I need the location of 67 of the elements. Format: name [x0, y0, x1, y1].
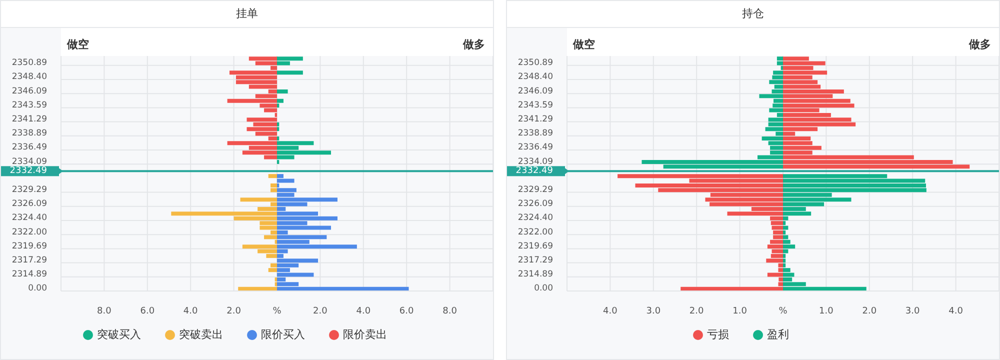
- y-tick-label: 2324.40: [12, 213, 47, 224]
- y-tick-label: 2329.29: [12, 184, 47, 195]
- x-tick-label: 4.0: [183, 306, 198, 316]
- y-tick-label: 2322.00: [12, 227, 47, 238]
- y-tick-label: 2336.49: [12, 142, 47, 153]
- text: 做空: [573, 37, 595, 52]
- y-tick-label: 2332.49: [10, 166, 48, 176]
- y-tick-label: 2334.09: [12, 156, 47, 167]
- x-tick-label: 2.0: [862, 306, 877, 316]
- y-tick-label: 2343.59: [12, 100, 47, 110]
- x-tick-label: 8.0: [97, 306, 112, 316]
- text: 做多: [463, 37, 485, 52]
- text: 做空: [67, 37, 89, 52]
- y-tick-label: 2317.29: [518, 255, 553, 266]
- legend-label: 亏损: [707, 328, 729, 341]
- x-tick-label: 2.0: [689, 306, 704, 316]
- legend-label: 限价买入: [261, 328, 305, 341]
- bar: [277, 70, 303, 75]
- x-tick-label: 3.0: [646, 306, 661, 316]
- x-tick-label: 2.0: [226, 306, 242, 316]
- y-tick-label: 2338.89: [12, 128, 47, 139]
- y-tick-label: 2350.89: [12, 58, 47, 68]
- x-tick-label: 4.0: [603, 306, 618, 316]
- y-tick-label: 2341.29: [518, 114, 553, 124]
- y-tick-label: 2334.09: [518, 156, 553, 167]
- y-tick-label: 2332.49: [516, 166, 554, 176]
- y-tick-label: 2343.59: [518, 100, 553, 110]
- y-tick-label: 2336.49: [518, 142, 553, 153]
- y-tick-label: 2324.40: [518, 213, 553, 224]
- x-tick-label: 6.0: [399, 306, 414, 316]
- y-tick-label: 0.00: [534, 284, 553, 294]
- chart-title: 持仓: [507, 1, 999, 28]
- y-tick-label: 2314.89: [12, 270, 47, 280]
- bar: [268, 174, 277, 178]
- bar: [277, 89, 288, 94]
- legend-label: 限价卖出: [343, 328, 387, 341]
- y-tick-label: 2326.09: [12, 199, 47, 210]
- x-tick-label: 8.0: [442, 306, 458, 316]
- y-tick-label: 2346.09: [518, 86, 553, 96]
- x-tick-label: 1.0: [732, 306, 748, 316]
- y-tick-label: 2319.69: [518, 241, 553, 252]
- y-tick-label: 2341.29: [12, 114, 47, 124]
- x-tick-label: 1.0: [819, 306, 834, 316]
- x-tick-label: %: [272, 306, 282, 316]
- y-tick-label: 2322.00: [518, 227, 553, 238]
- x-tick-label: 2.0: [313, 306, 328, 316]
- y-tick-label: 2329.29: [518, 184, 553, 195]
- y-tick-label: 2350.89: [518, 58, 553, 68]
- legend-label: 突破买入: [97, 328, 141, 341]
- x-tick-label: %: [778, 306, 788, 316]
- x-tick-label: 6.0: [140, 306, 155, 316]
- y-tick-label: 2314.89: [518, 270, 553, 280]
- x-tick-label: 4.0: [356, 306, 371, 316]
- legend-label: 突破卖出: [179, 328, 223, 341]
- legend-label: 盈利: [767, 328, 789, 341]
- y-tick-label: 2317.29: [12, 255, 47, 266]
- x-tick-label: 4.0: [948, 306, 964, 316]
- x-tick-label: 3.0: [905, 306, 920, 316]
- chart-title: 挂单: [1, 1, 493, 28]
- y-tick-label: 2348.40: [12, 72, 47, 82]
- y-tick-label: 2338.89: [518, 128, 553, 139]
- y-tick-label: 2348.40: [518, 72, 553, 82]
- y-tick-label: 2319.69: [12, 241, 47, 252]
- text: 做多: [969, 37, 991, 52]
- y-tick-label: 2346.09: [12, 86, 47, 96]
- y-tick-label: 0.00: [28, 284, 47, 294]
- y-tick-label: 2326.09: [518, 199, 553, 210]
